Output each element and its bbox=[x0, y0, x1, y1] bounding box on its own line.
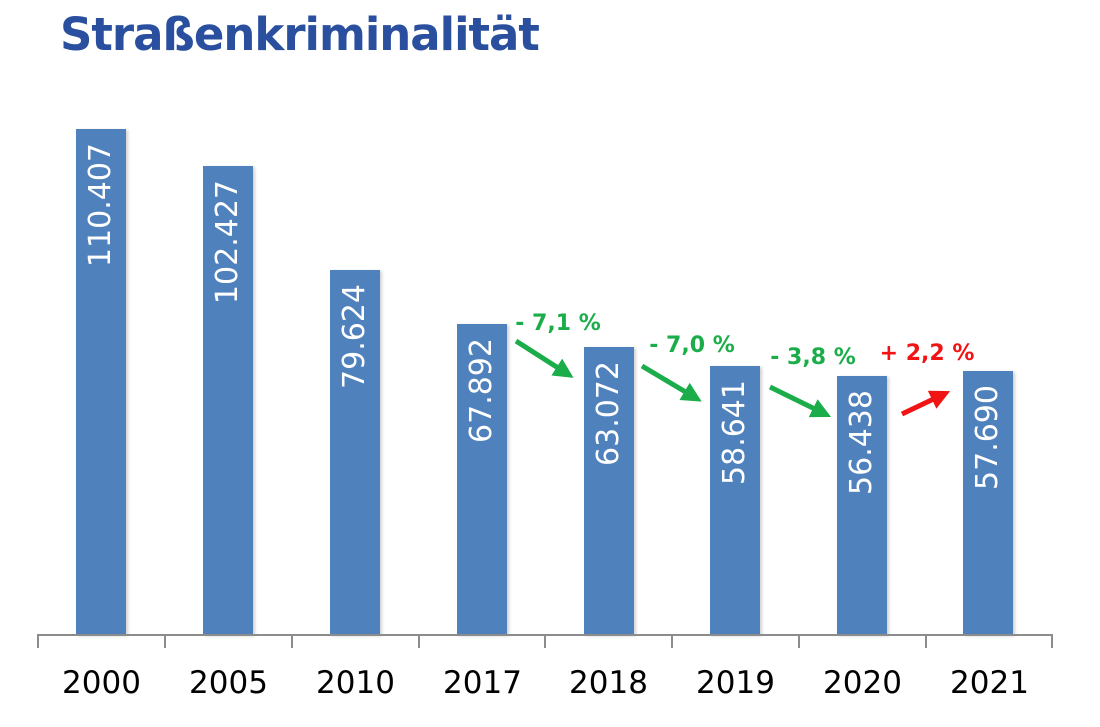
bar-2019: 58.641 bbox=[710, 366, 760, 635]
x-axis-tick bbox=[798, 634, 800, 648]
arrow-down-icon bbox=[768, 384, 832, 418]
x-tick-label: 2021 bbox=[950, 665, 1029, 701]
x-axis-tick bbox=[544, 634, 546, 648]
x-axis-tick bbox=[671, 634, 673, 648]
x-axis-tick bbox=[925, 634, 927, 648]
x-axis-tick bbox=[291, 634, 293, 648]
x-tick-label: 2019 bbox=[696, 665, 775, 701]
bar-2010: 79.624 bbox=[330, 270, 380, 635]
bar-2018: 63.072 bbox=[584, 347, 634, 635]
change-label: + 2,2 % bbox=[879, 341, 975, 366]
chart-title: Straßenkriminalität bbox=[60, 8, 540, 61]
arrow-up-icon bbox=[900, 390, 951, 417]
change-label: - 7,0 % bbox=[649, 333, 735, 358]
x-axis-tick bbox=[1051, 634, 1053, 648]
change-label: - 3,8 % bbox=[770, 345, 856, 370]
x-tick-label: 2020 bbox=[823, 665, 902, 701]
x-axis-tick bbox=[164, 634, 166, 648]
x-tick-label: 2010 bbox=[316, 665, 395, 701]
x-axis-tick bbox=[37, 634, 39, 648]
x-axis-tick bbox=[418, 634, 420, 648]
x-tick-label: 2017 bbox=[443, 665, 522, 701]
change-label: - 7,1 % bbox=[515, 311, 601, 336]
arrow-down-icon bbox=[514, 338, 574, 378]
bar-2021: 57.690 bbox=[963, 371, 1013, 635]
arrow-down-icon bbox=[640, 363, 702, 402]
bar-2005: 102.427 bbox=[203, 166, 253, 635]
x-tick-label: 2018 bbox=[569, 665, 648, 701]
bar-2017: 67.892 bbox=[457, 324, 507, 635]
x-tick-label: 2005 bbox=[189, 665, 268, 701]
x-tick-label: 2000 bbox=[62, 665, 141, 701]
bar-2020: 56.438 bbox=[837, 376, 887, 635]
bar-2000: 110.407 bbox=[76, 129, 126, 635]
